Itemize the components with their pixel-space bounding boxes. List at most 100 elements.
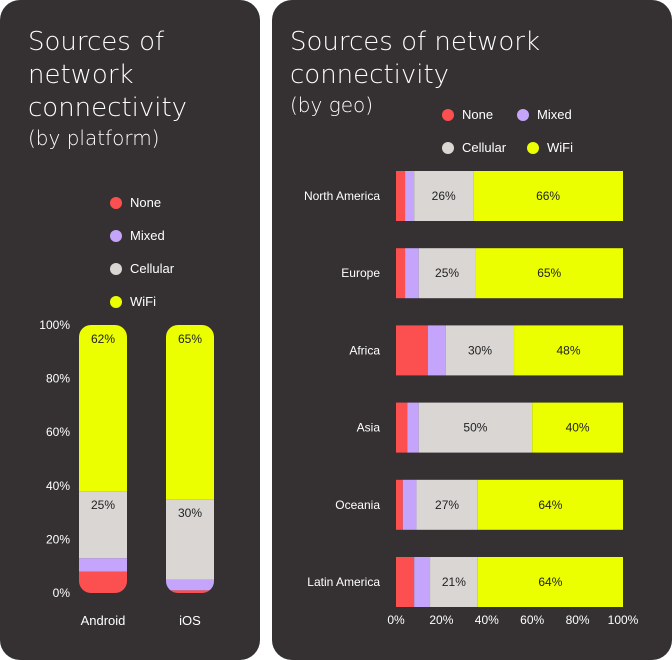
category-label-ios: iOS (179, 613, 201, 628)
data-label-wifi-latin-america: 64% (538, 575, 562, 589)
data-label-cellular-latin-america: 21% (442, 575, 466, 589)
x-tick-label: 0% (387, 613, 405, 627)
legend-swatch-wifi (527, 141, 539, 154)
category-label-latin-america: Latin America (307, 575, 380, 589)
bar-stack-oceania (396, 479, 623, 530)
bar-segment-cellular-android (79, 491, 127, 559)
legend-swatch-mixed (110, 229, 122, 242)
bar-segment-wifi-north-america (473, 171, 623, 221)
data-label-wifi-oceania: 64% (538, 498, 562, 512)
legend-swatch-wifi (110, 295, 122, 308)
chart-subtitle: (by geo) (290, 93, 374, 117)
bar-segment-mixed-africa (427, 325, 446, 376)
bar-segment-wifi-africa (514, 325, 623, 376)
bar-stack-android (79, 325, 127, 593)
bar-segment-cellular-north-america (414, 171, 474, 221)
chart-title-text: Sources of network connectivity (28, 27, 188, 123)
y-tick-label: 100% (39, 318, 70, 332)
data-label-wifi-android: 62% (91, 332, 115, 346)
geo-chart-panel: Sources of network connectivity (by geo)… (272, 0, 672, 660)
data-label-wifi-ios: 65% (178, 332, 202, 346)
bar-segment-mixed-latin-america (414, 557, 431, 607)
bar-segment-none-ios (166, 590, 214, 593)
legend-item-mixed: Mixed (110, 228, 165, 243)
category-label-android: Android (81, 613, 126, 628)
bar-segment-wifi-android (79, 325, 127, 492)
category-label-africa: Africa (349, 343, 380, 357)
x-tick-label: 100% (608, 613, 639, 627)
geo-bar-chart: 26% 66% North America 25% 65% Europe 30% 48% Afr… (304, 171, 639, 627)
bar-stack-ios (166, 325, 214, 593)
bar-segment-none-latin-america (396, 557, 415, 607)
bar-segment-none-europe (396, 248, 406, 299)
legend-label-none: None (462, 107, 494, 122)
legend-item-none: None (110, 195, 161, 210)
bar-stack-latin-america (396, 557, 623, 607)
platform-chart-panel: Sources of network connectivity (by plat… (0, 0, 260, 660)
data-label-cellular-ios: 30% (178, 506, 202, 520)
bar-segment-cellular-ios (166, 499, 214, 580)
bar-segment-cellular-europe (418, 248, 476, 299)
legend-label-mixed: Mixed (130, 228, 165, 243)
legend-item-none: None (442, 107, 493, 122)
bar-segment-mixed-ios (166, 579, 214, 591)
bar-stack-asia (396, 402, 623, 453)
bar-segment-cellular-oceania (416, 479, 478, 530)
legend-label-none: None (130, 195, 162, 210)
bar-segment-cellular-asia (418, 402, 533, 453)
chart-subtitle: (by platform) (28, 126, 160, 150)
data-label-wifi-africa: 48% (557, 343, 581, 357)
category-label-asia: Asia (357, 421, 381, 435)
bar-segment-wifi-oceania (477, 479, 623, 530)
legend-swatch-cellular (110, 262, 122, 275)
chart-title: Sources of network connectivity (by plat… (28, 26, 253, 151)
chart-title: Sources of network connectivity (by geo) (290, 26, 660, 118)
bar-segment-wifi-asia (532, 402, 623, 453)
x-tick-label: 40% (475, 613, 499, 627)
category-label-north-america: North America (304, 189, 380, 203)
legend-label-cellular: Cellular (130, 261, 175, 276)
y-tick-label: 60% (46, 425, 70, 439)
y-tick-label: 80% (46, 372, 70, 386)
category-label-europe: Europe (341, 266, 380, 280)
bar-segment-wifi-ios (166, 325, 214, 500)
bar-segment-mixed-android (79, 558, 127, 572)
legend-swatch-cellular (442, 141, 454, 154)
legend-item-cellular: Cellular (442, 140, 506, 155)
legend-item-wifi: WiFi (527, 140, 573, 155)
y-tick-label: 20% (46, 532, 70, 546)
x-tick-label: 60% (520, 613, 544, 627)
legend-label-cellular: Cellular (462, 140, 507, 155)
bar-segment-mixed-oceania (402, 479, 417, 530)
bar-segment-cellular-latin-america (430, 557, 478, 607)
data-label-cellular-oceania: 27% (435, 498, 459, 512)
bar-segment-none-north-america (396, 171, 406, 221)
data-label-wifi-asia: 40% (566, 421, 590, 435)
legend-item-cellular: Cellular (110, 261, 174, 276)
bar-segment-cellular-africa (445, 325, 515, 376)
data-label-wifi-europe: 65% (537, 266, 561, 280)
bar-segment-wifi-europe (475, 248, 623, 299)
platform-bar-chart: 0% 20% 40% 60% 80% 100% 25% 62% Android 30% 65% iOS (39, 318, 214, 628)
legend-label-wifi: WiFi (130, 294, 156, 309)
bar-segment-none-oceania (396, 479, 403, 530)
data-label-wifi-north-america: 66% (536, 189, 560, 203)
data-label-cellular-android: 25% (91, 498, 115, 512)
legend-item-mixed: Mixed (517, 107, 572, 122)
data-label-cellular-asia: 50% (463, 421, 487, 435)
bar-segment-mixed-asia (407, 402, 419, 453)
data-label-cellular-north-america: 26% (432, 189, 456, 203)
bar-stack-north-america (396, 171, 623, 221)
bar-segment-mixed-europe (405, 248, 419, 299)
category-label-oceania: Oceania (335, 498, 380, 512)
bar-segment-none-africa (396, 325, 428, 376)
legend-item-wifi: WiFi (110, 294, 156, 309)
x-tick-label: 20% (429, 613, 453, 627)
bar-stack-africa (396, 325, 623, 376)
data-label-cellular-africa: 30% (468, 343, 492, 357)
bar-segment-none-android (79, 571, 127, 593)
legend-swatch-none (110, 196, 122, 209)
chart-title-text: Sources of network connectivity (290, 27, 541, 90)
bar-stack-europe (396, 248, 623, 299)
data-label-cellular-europe: 25% (435, 266, 459, 280)
